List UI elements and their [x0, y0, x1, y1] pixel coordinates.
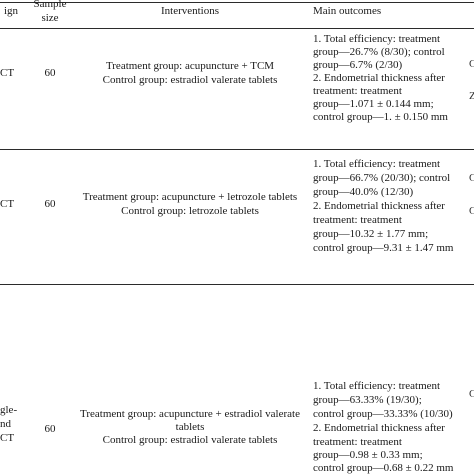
table-row-3-outcome-6: group—0.98 ± 0.33 mm; — [313, 449, 423, 461]
table-row-2-outcome-6: group—10.32 ± 1.77 mm; — [313, 228, 429, 240]
table-row-1-outcome-4: 2. Endometrial thickness after — [313, 72, 445, 84]
table-row-3-outcome-4: 2. Endometrial thickness after — [313, 422, 445, 434]
table-row-3-intervention-1: Treatment group: acupuncture + estradiol… — [80, 408, 300, 420]
table-row-1-outcome-6: group—1.071 ± 0.144 mm; — [313, 98, 434, 110]
table-row-1-outcome-1: 1. Total efficiency: treatment — [313, 33, 441, 45]
header-sample-size-line2: size — [41, 12, 59, 24]
row2-bottom-rule — [0, 284, 474, 285]
table-row-2-outcome-1: 1. Total efficiency: treatment — [313, 158, 441, 170]
table-row-2-outcome-7: control group—9.31 ± 1.47 mm — [313, 242, 454, 254]
table-row-1-outcome-2: group—26.7% (8/30); control — [313, 46, 445, 58]
table-row-1-outcome-5: treatment: treatment — [313, 85, 402, 97]
header-top-rule — [0, 2, 474, 3]
table-row-1-outcome-3: group—6.7% (2/30) — [313, 59, 403, 71]
row1-bottom-rule — [0, 149, 474, 150]
clipped-column-glyph: C — [469, 388, 474, 400]
table-row-1-intervention-1: Treatment group: acupuncture + TCM — [105, 60, 275, 72]
table-row-2-intervention-2: Control group: letrozole tablets — [121, 205, 259, 217]
table-row-3-intervention-2: tablets — [175, 421, 205, 433]
header-sample-size-line1: Sample — [33, 0, 67, 10]
table-row-3-outcome-2: group—63.33% (19/30); — [313, 394, 422, 406]
table-row-2-sample: 60 — [44, 198, 56, 210]
table-row-3-outcome-7: control group—0.68 ± 0.22 mm — [313, 462, 454, 474]
clipped-column-glyph: C — [469, 172, 474, 184]
table-row-3-intervention-3: Control group: estradiol valerate tablet… — [102, 434, 278, 446]
table-row-3-design-line3: CT — [0, 432, 15, 444]
table-row-2-intervention-1: Treatment group: acupuncture + letrozole… — [82, 191, 298, 203]
table-row-2-outcome-3: group—40.0% (12/30) — [313, 186, 414, 198]
header-study-design: ign — [3, 5, 19, 17]
table-row-1-intervention-2: Control group: estradiol valerate tablet… — [102, 74, 278, 86]
header-bottom-rule — [0, 28, 474, 29]
table-row-1-design: CT — [0, 67, 15, 79]
table-row-2-outcome-2: group—66.7% (20/30); control — [313, 172, 451, 184]
header-main-outcomes: Main outcomes — [313, 5, 382, 17]
clipped-column-glyph: Z — [469, 90, 474, 102]
table-row-3-outcome-3: control group—33.33% (10/30) — [313, 408, 453, 420]
table-row-2-design: CT — [0, 198, 15, 210]
clipped-column-glyph: C — [469, 58, 474, 70]
table-row-3-design-line1: gle- — [0, 404, 18, 416]
table-row-1-outcome-7: control group—1. ± 0.150 mm — [313, 111, 448, 123]
table-row-1-sample: 60 — [44, 67, 56, 79]
table-row-3-design-line2: nd — [0, 418, 11, 430]
table-row-3-outcome-1: 1. Total efficiency: treatment — [313, 380, 441, 392]
table-row-3-outcome-5: treatment: treatment — [313, 436, 402, 448]
table-row-3-sample: 60 — [44, 423, 56, 435]
header-interventions: Interventions — [160, 5, 220, 17]
clipped-column-glyph: C — [469, 205, 474, 217]
table-row-2-outcome-4: 2. Endometrial thickness after — [313, 200, 445, 212]
table-row-2-outcome-5: treatment: treatment — [313, 214, 402, 226]
